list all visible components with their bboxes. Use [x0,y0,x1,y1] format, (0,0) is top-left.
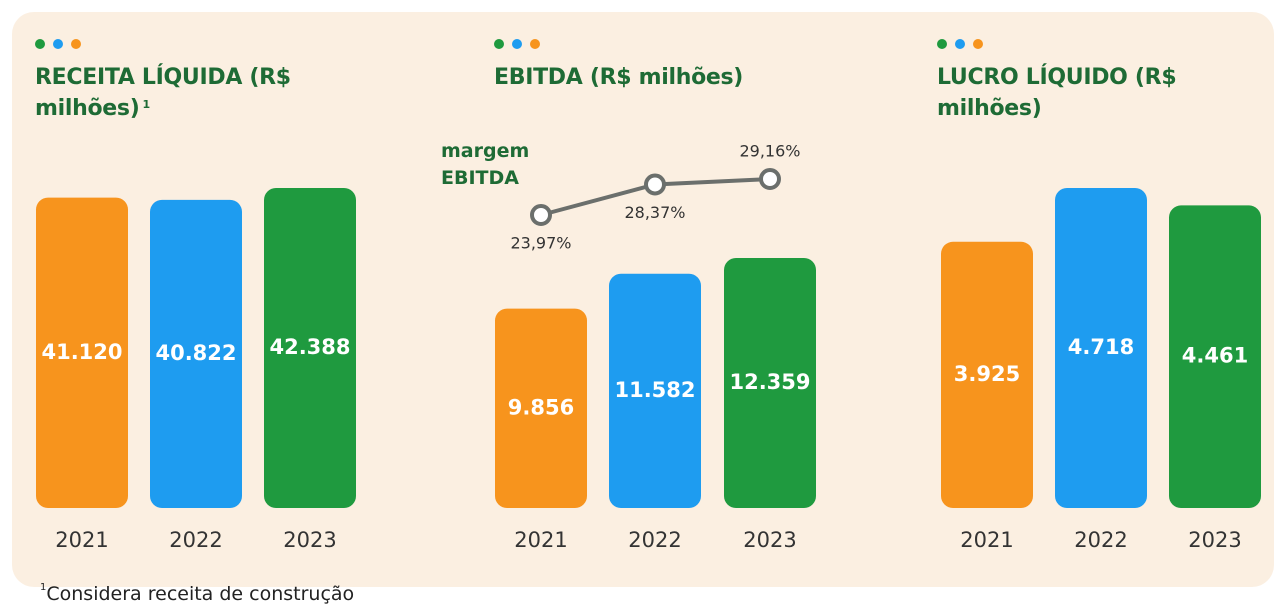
title-text: EBITDA (R$ milhões) [494,65,744,90]
x-tick-label: 2022 [169,528,222,552]
title-note: 1 [142,98,150,111]
footnote-marker: 1 [40,582,47,593]
value-label: 41.120 [41,340,122,364]
line-point [644,173,666,196]
dot [955,39,965,49]
value-label: 12.359 [729,370,810,394]
dot [973,39,983,49]
value-label: 42.388 [269,335,350,359]
footnote: 1Considera receita de construção [40,582,355,605]
value-label: 9.856 [508,395,574,419]
bar [1169,205,1261,508]
value-label: 4.461 [1182,344,1248,368]
bar [724,258,816,508]
line-value-label: 29,16% [739,142,800,161]
dot [937,39,947,49]
line-value-label: 28,37% [624,203,685,222]
value-label: 3.925 [954,362,1020,386]
bar [264,188,356,508]
x-tick-label: 2023 [743,528,796,552]
x-tick-label: 2021 [55,528,108,552]
value-label: 40.822 [155,341,236,365]
line-point [759,168,781,190]
dot [53,39,63,49]
value-label: 4.718 [1068,335,1134,359]
dot [35,39,45,49]
x-tick-label: 2023 [1188,528,1241,552]
chart-title: LUCRO LÍQUIDO (R$ milhões) [937,62,1197,124]
line-name: margem EBITDA [441,140,530,189]
x-tick-label: 2023 [283,528,336,552]
bar [495,308,587,508]
bar [1055,188,1147,508]
bar [609,273,701,508]
title-text: RECEITA LÍQUIDA (R$ milhões) [35,65,291,121]
footnote-text: Considera receita de construção [46,583,355,605]
dot [530,39,540,49]
x-tick-label: 2022 [628,528,681,552]
dot [512,39,522,49]
value-label: 11.582 [614,378,695,402]
dot [71,39,81,49]
x-tick-label: 2022 [1074,528,1127,552]
chart-title: EBITDA (R$ milhões) [494,62,824,93]
bar [941,241,1033,508]
line-point [530,204,552,226]
bar [150,199,242,509]
dots [35,39,983,49]
line-value-label: 23,97% [510,234,571,253]
title-text: LUCRO LÍQUIDO (R$ milhões) [937,65,1177,121]
bar [36,197,128,509]
x-tick-label: 2021 [960,528,1013,552]
chart-title: RECEITA LÍQUIDA (R$ milhões) 1 [35,62,295,124]
dot [494,39,504,49]
x-tick-label: 2021 [514,528,567,552]
